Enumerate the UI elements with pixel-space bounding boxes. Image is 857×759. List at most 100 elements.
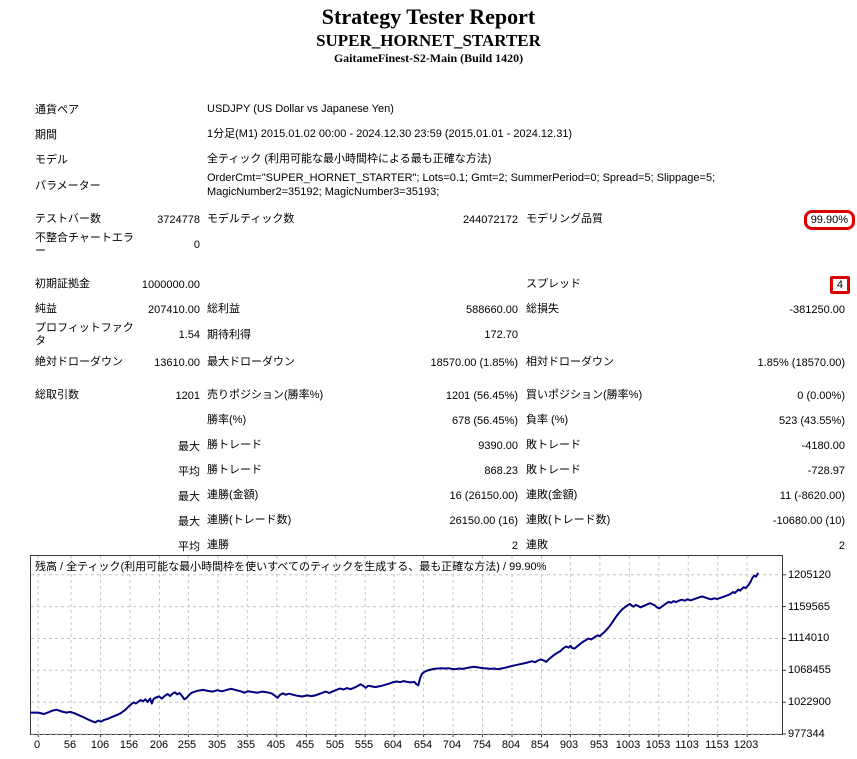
stat-label-2: 勝トレード xyxy=(207,439,262,451)
stat-label-3: モデリング品質 xyxy=(526,213,603,225)
x-axis-label: 704 xyxy=(442,739,462,751)
settings-row: モデル 全ティック (利用可能な最小時間枠による最も正確な方法) xyxy=(35,146,857,171)
settings-value: OrderCmt="SUPER_HORNET_STARTER"; Lots=0.… xyxy=(207,172,716,198)
stat-value-1: 最大 xyxy=(178,490,200,503)
stat-value-3-text: 2 xyxy=(838,539,845,552)
stat-value-1: 3724778 xyxy=(157,213,200,226)
stat-value-2: 18570.00 (1.85%) xyxy=(430,356,518,369)
results-table: テストバー数 3724778 モデルティック数 244072172 モデリング品… xyxy=(35,207,857,558)
y-axis-label: 1068455 xyxy=(788,664,831,676)
y-axis-label: 1205120 xyxy=(788,569,831,581)
stat-label-3: 敗トレード xyxy=(526,464,581,476)
stat-value-3: 0 (0.00%) xyxy=(696,390,845,402)
y-axis-labels: 1205120 1159565 1114010 1068455 1022900 97734… xyxy=(788,555,856,740)
stat-value-2: 678 (56.45%) xyxy=(451,414,518,427)
y-axis-label: 1114010 xyxy=(788,632,830,644)
results-row: 勝率(%) 678 (56.45%) 負率 (%) 523 (43.55%) xyxy=(35,408,857,433)
balance-chart: 残高 / 全ティック(利用可能な最小時間枠を使いすべてのティックを生成する、最も… xyxy=(30,555,857,759)
settings-label: モデル xyxy=(35,153,68,166)
settings-label: パラメーター xyxy=(35,180,101,192)
stat-value-1: 207410.00 xyxy=(148,303,200,316)
results-row: 最大 連勝(トレード数) 26150.00 (16) 連敗(トレード数) -10… xyxy=(35,508,857,533)
x-axis-label: 1103 xyxy=(675,739,699,751)
stat-value-3-text: -728.97 xyxy=(807,464,845,477)
x-axis-label: 854 xyxy=(530,739,550,751)
modeling-quality-highlight: 99.90% xyxy=(803,209,855,230)
stat-value-1: 最大 xyxy=(178,515,200,528)
stat-label-2: 最大ドローダウン xyxy=(207,356,295,368)
stat-value-3: 1.85% (18570.00) xyxy=(696,357,845,369)
x-axis-label: 106 xyxy=(90,739,110,751)
results-row: プロフィットファクタ 1.54 期待利得 172.70 xyxy=(35,322,857,348)
stat-value-3-text: -381250.00 xyxy=(789,303,845,316)
results-row: 初期証拠金 1000000.00 スプレッド 4 xyxy=(35,272,857,297)
stat-value-2: 16 (26150.00) xyxy=(449,489,519,502)
results-row: 純益 207410.00 総利益 588660.00 総損失 -381250.0… xyxy=(35,297,857,322)
x-axis-label: 255 xyxy=(177,739,197,751)
stat-value-3-text: 0 (0.00%) xyxy=(797,389,845,402)
x-axis-label: 754 xyxy=(472,739,492,751)
stat-value-3: -10680.00 (10) xyxy=(696,515,845,527)
stat-label-3: 相対ドローダウン xyxy=(526,356,614,368)
stat-label-1: 初期証拠金 xyxy=(35,278,90,290)
x-axis-label: 505 xyxy=(325,739,345,751)
stat-value-2: 244072172 xyxy=(462,213,518,226)
stat-value-1: 平均 xyxy=(178,540,200,553)
stat-value-1: 1.54 xyxy=(178,329,200,341)
results-row: 最大 連勝(金額) 16 (26150.00) 連敗(金額) 11 (-8620… xyxy=(35,483,857,508)
y-axis-label: 1022900 xyxy=(788,696,831,708)
stat-value-3: -728.97 xyxy=(696,465,845,477)
stat-value-2: 868.23 xyxy=(484,464,518,477)
server-build: GaitameFinest-S2-Main (Build 1420) xyxy=(333,51,524,65)
stat-label-3: 連敗(金額) xyxy=(526,489,578,501)
x-axis-label: 654 xyxy=(413,739,433,751)
stat-label-3: 敗トレード xyxy=(526,439,581,451)
results-row: 絶対ドローダウン 13610.00 最大ドローダウン 18570.00 (1.8… xyxy=(35,350,857,375)
stat-value-3: 4 xyxy=(696,275,850,294)
stat-value-1: 13610.00 xyxy=(154,356,200,369)
stat-value-1: 1000000.00 xyxy=(141,278,200,291)
stat-label-2: 勝率(%) xyxy=(207,414,247,426)
stat-value-1: 最大 xyxy=(178,440,200,453)
settings-row: 通貨ペア USDJPY (US Dollar vs Japanese Yen) xyxy=(35,96,857,121)
stat-value-3: 2 xyxy=(696,540,845,552)
stat-label-1: 総取引数 xyxy=(35,389,79,401)
x-axis-label: 0 xyxy=(33,739,41,751)
stat-value-3: -381250.00 xyxy=(696,304,845,316)
stat-label-1: 絶対ドローダウン xyxy=(35,356,123,368)
x-axis-label: 903 xyxy=(559,739,579,751)
results-row: 平均 勝トレード 868.23 敗トレード -728.97 xyxy=(35,458,857,483)
x-axis-labels: 0 56 106 156 206 255 305 355 405 455 505 555 604 654 7… xyxy=(30,737,783,753)
stat-value-1: 平均 xyxy=(178,465,200,478)
stat-value-3: 11 (-8620.00) xyxy=(696,490,845,502)
settings-row: 期間 1分足(M1) 2015.01.02 00:00 - 2024.12.30… xyxy=(35,121,857,146)
stat-value-3: 523 (43.55%) xyxy=(696,415,845,427)
stat-label-2: 売りポジション(勝率%) xyxy=(207,389,324,401)
stat-value-1: 0 xyxy=(193,239,200,251)
stat-value-2: 1201 (56.45%) xyxy=(445,389,518,402)
balance-curve-svg xyxy=(30,556,786,737)
stat-label-1: 不整合チャートエラー xyxy=(35,232,134,257)
stat-label-2: 連勝(金額) xyxy=(207,489,259,501)
settings-row: パラメーター OrderCmt="SUPER_HORNET_STARTER"; … xyxy=(35,171,857,199)
x-axis-label: 455 xyxy=(295,739,315,751)
stat-label-3: スプレッド xyxy=(526,278,581,290)
results-row: 最大 勝トレード 9390.00 敗トレード -4180.00 xyxy=(35,433,857,458)
stat-value-3-text: 523 (43.55%) xyxy=(778,414,845,427)
x-axis-label: 555 xyxy=(354,739,374,751)
stat-value-3-text: 11 (-8620.00) xyxy=(779,489,845,502)
stat-label-2: 期待利得 xyxy=(207,328,251,341)
x-axis-label: 604 xyxy=(383,739,403,751)
balance-curve xyxy=(30,572,759,724)
stat-value-3: 99.90% xyxy=(696,209,855,230)
results-row: テストバー数 3724778 モデルティック数 244072172 モデリング品… xyxy=(35,207,857,232)
stat-label-2: 連勝 xyxy=(207,539,229,551)
settings-value: 1分足(M1) 2015.01.02 00:00 - 2024.12.30 23… xyxy=(207,127,573,140)
results-row: 不整合チャートエラー 0 xyxy=(35,232,857,258)
stat-label-2: 勝トレード xyxy=(207,464,262,476)
stat-label-3: 連敗(トレード数) xyxy=(526,514,611,526)
report-header: Strategy Tester Report SUPER_HORNET_STAR… xyxy=(0,0,857,66)
x-axis-label: 1203 xyxy=(733,739,759,751)
results-row: 総取引数 1201 売りポジション(勝率%) 1201 (56.45%) 買いポ… xyxy=(35,383,857,408)
stat-label-3: 総損失 xyxy=(526,303,559,315)
